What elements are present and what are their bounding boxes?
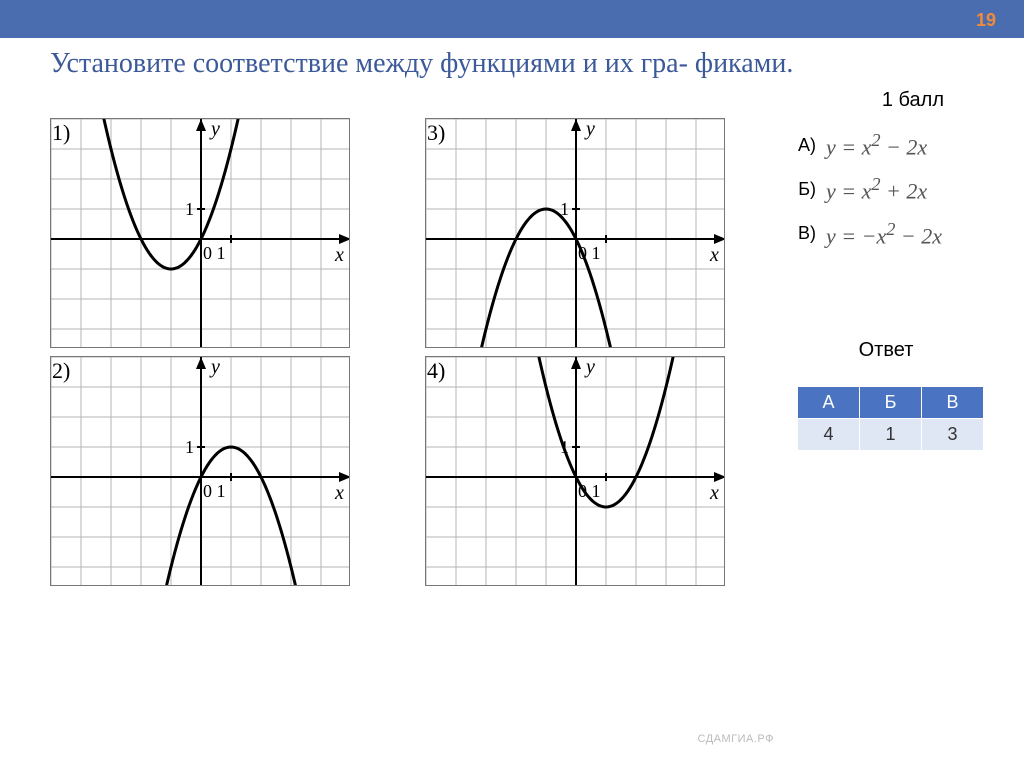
graph-4-plot: y x 1 0 1 xyxy=(425,356,725,586)
function-expression: y = x2 − 2x xyxy=(826,130,927,160)
svg-text:y: y xyxy=(209,118,220,140)
task-title: Установите соответствие между функциями … xyxy=(50,46,984,81)
answer-header-cell: А xyxy=(798,386,860,418)
function-b: Б) y = x2 + 2x xyxy=(788,174,984,204)
function-v: В) y = −x2 − 2x xyxy=(788,219,984,249)
svg-text:y: y xyxy=(584,118,595,140)
top-bar: 19 xyxy=(0,0,1024,38)
graph-4: 4) y x 1 0 1 xyxy=(425,356,770,586)
graph-num-label: 3) xyxy=(427,120,445,146)
svg-text:1: 1 xyxy=(185,437,194,457)
page-number: 19 xyxy=(976,10,996,31)
svg-text:y: y xyxy=(209,356,220,378)
graph-2: 2) y x 1 0 1 xyxy=(50,356,395,586)
svg-text:1: 1 xyxy=(560,199,569,219)
svg-text:1: 1 xyxy=(560,437,569,457)
svg-text:0 1: 0 1 xyxy=(578,481,601,501)
score-label: 1 балл xyxy=(50,89,984,112)
content: Установите соответствие между функциями … xyxy=(0,38,1024,586)
graph-1-plot: y x 1 0 1 xyxy=(50,118,350,348)
graph-3: 3) y x 1 0 1 xyxy=(425,118,770,348)
function-expression: y = −x2 − 2x xyxy=(826,219,942,249)
svg-text:x: x xyxy=(334,244,344,266)
function-letter: А) xyxy=(788,135,816,156)
answer-header-cell: Б xyxy=(860,386,922,418)
svg-text:x: x xyxy=(709,244,719,266)
answer-value-cell: 3 xyxy=(922,418,984,450)
graph-num-label: 2) xyxy=(52,358,70,384)
answer-table-header: А Б В xyxy=(798,386,984,418)
answer-value-cell: 1 xyxy=(860,418,922,450)
function-letter: В) xyxy=(788,223,816,244)
graph-num-label: 4) xyxy=(427,358,445,384)
svg-text:0 1: 0 1 xyxy=(578,243,601,263)
answer-header-cell: В xyxy=(922,386,984,418)
answer-label: Ответ xyxy=(788,339,984,362)
graph-1: 1) y x 1 0 1 xyxy=(50,118,395,348)
graph-num-label: 1) xyxy=(52,120,70,146)
graphs-grid: 1) y x 1 0 1 3) y x 1 0 1 2) y x 1 0 1 4) y x 1 0 1 xyxy=(50,118,770,586)
svg-text:1: 1 xyxy=(185,199,194,219)
answer-table-values: 4 1 3 xyxy=(798,418,984,450)
watermark: СДАМГИА.РФ xyxy=(698,733,774,745)
function-a: А) y = x2 − 2x xyxy=(788,130,984,160)
right-column: А) y = x2 − 2x Б) y = x2 + 2x В) y = −x2… xyxy=(788,118,984,586)
svg-text:x: x xyxy=(709,482,719,504)
answer-value-cell: 4 xyxy=(798,418,860,450)
answer-table: А Б В 4 1 3 xyxy=(797,386,984,451)
svg-text:x: x xyxy=(334,482,344,504)
function-expression: y = x2 + 2x xyxy=(826,174,927,204)
function-letter: Б) xyxy=(788,179,816,200)
svg-text:y: y xyxy=(584,356,595,378)
main-row: 1) yx10 1 3) yx10 1 2) yx10 1 4) yx10 1 … xyxy=(50,118,984,586)
svg-text:0 1: 0 1 xyxy=(203,243,226,263)
graph-2-plot: y x 1 0 1 xyxy=(50,356,350,586)
graph-3-plot: y x 1 0 1 xyxy=(425,118,725,348)
svg-text:0 1: 0 1 xyxy=(203,481,226,501)
